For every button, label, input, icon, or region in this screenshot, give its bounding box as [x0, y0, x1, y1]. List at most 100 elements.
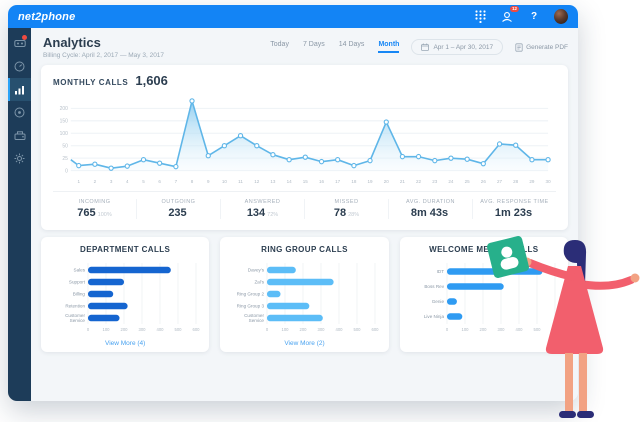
dialpad-icon[interactable]	[473, 10, 487, 24]
sidebar-item-voicemail[interactable]	[8, 32, 31, 55]
svg-text:200: 200	[479, 327, 487, 332]
svg-text:Customer: Customer	[245, 313, 265, 318]
person-leg	[579, 353, 587, 413]
svg-text:Billing: Billing	[73, 292, 86, 297]
date-range-picker[interactable]: Apr 1 – Apr 30, 2017	[411, 39, 504, 55]
page-header-right: Today 7 Days 14 Days Month Apr 1 – Apr 3…	[270, 35, 568, 55]
person-shoe	[577, 411, 594, 418]
svg-text:600: 600	[551, 327, 559, 332]
svg-text:Genie: Genie	[432, 299, 445, 304]
sidebar-item-dashboard[interactable]	[8, 55, 31, 78]
ring-group-calls-card: RING GROUP CALLS 0 100 200 300 400 500 600 Dave…	[220, 237, 389, 352]
svg-text:Customer: Customer	[65, 313, 85, 318]
tab-today[interactable]: Today	[270, 41, 289, 48]
department-view-more-link[interactable]: View More (4)	[104, 340, 146, 347]
svg-text:Zal's: Zal's	[255, 280, 265, 285]
svg-text:200: 200	[60, 106, 68, 112]
department-calls-card: DEPARTMENT CALLS 0 100 200 300 400 500 600 Sale…	[41, 237, 210, 352]
svg-text:17: 17	[335, 179, 340, 184]
welcome-menus-calls-chart: 0 100 200 300 400 500 600 IDT Boss Rev Genie Live …	[405, 259, 563, 337]
topbar-actions: 12 ?	[473, 5, 568, 24]
welcome-menus-calls-card: WELCOME MENUS CALLS 0 100 200 300 400 500 600 I…	[399, 237, 568, 352]
svg-text:Ring Group 3: Ring Group 3	[237, 304, 265, 309]
window-body: Analytics Billing Cycle: April 2, 2017 —…	[8, 28, 578, 401]
stat-answered: ANSWERED 134 72%	[220, 199, 304, 219]
contacts-icon[interactable]: 12	[500, 5, 519, 24]
svg-text:20: 20	[384, 179, 389, 184]
sidebar	[8, 28, 31, 401]
stats-row: INCOMING 765 100% OUTGOING 235 ANSWERED 1…	[53, 192, 556, 228]
svg-text:25: 25	[62, 156, 68, 162]
svg-text:28: 28	[513, 179, 518, 184]
svg-text:10: 10	[222, 179, 227, 184]
svg-text:1: 1	[77, 179, 80, 184]
svg-text:8: 8	[191, 179, 194, 184]
stat-incoming: INCOMING 765 100%	[77, 199, 112, 219]
svg-text:500: 500	[533, 327, 541, 332]
svg-text:200: 200	[300, 327, 308, 332]
svg-text:29: 29	[529, 179, 534, 184]
svg-text:150: 150	[60, 118, 68, 124]
svg-text:IDT: IDT	[436, 269, 444, 274]
tab-month[interactable]: Month	[378, 41, 400, 53]
stat-avg-response-time: AVG. RESPONSE TIME 1m 23s	[472, 199, 556, 219]
svg-text:6: 6	[158, 179, 161, 184]
svg-text:100: 100	[103, 327, 111, 332]
svg-text:0: 0	[87, 327, 90, 332]
svg-text:0: 0	[266, 327, 269, 332]
department-calls-chart: 0 100 200 300 400 500 600 Sales Support Billing Re…	[46, 259, 204, 337]
avatar[interactable]	[554, 9, 568, 24]
sidebar-item-recordings[interactable]	[8, 101, 31, 124]
sidebar-item-phone-system[interactable]	[8, 124, 31, 147]
monthly-calls-card: MONTHLY CALLS 1,606 0 25 50 100 150 200 1 2 3 4 5 6…	[41, 65, 568, 230]
svg-text:Service: Service	[249, 318, 265, 323]
monthly-calls-head: MONTHLY CALLS 1,606	[53, 73, 556, 88]
ring-group-calls-title: RING GROUP CALLS	[261, 245, 348, 254]
stat-outgoing: OUTGOING 235	[136, 199, 220, 219]
billing-cycle: Billing Cycle: April 2, 2017 — May 3, 20…	[43, 52, 165, 59]
ring-group-view-more-link[interactable]: View More (2)	[284, 340, 325, 347]
svg-text:0: 0	[446, 327, 449, 332]
svg-text:11: 11	[238, 179, 243, 184]
bottom-cards-row: DEPARTMENT CALLS 0 100 200 300 400 500 600 Sale…	[41, 237, 568, 352]
svg-text:18: 18	[351, 179, 356, 184]
svg-text:7: 7	[175, 179, 178, 184]
stat-avg-duration: AVG. DURATION 8m 43s	[388, 199, 472, 219]
generate-pdf-button[interactable]: Generate PDF	[515, 42, 568, 52]
ring-group-calls-chart: 0 100 200 300 400 500 600 Davey's Zal's Ring Grou…	[225, 259, 383, 337]
person-shoe	[559, 411, 576, 418]
alert-dot	[22, 35, 27, 40]
divider	[53, 191, 556, 192]
page-header-left: Analytics Billing Cycle: April 2, 2017 —…	[41, 35, 164, 59]
svg-text:Boss Rev: Boss Rev	[424, 284, 444, 289]
date-range-tabs: Today 7 Days 14 Days Month	[270, 41, 400, 53]
svg-text:3: 3	[110, 179, 113, 184]
svg-text:Support: Support	[69, 280, 86, 285]
calendar-icon	[421, 43, 430, 51]
monthly-calls-title: MONTHLY CALLS	[53, 78, 129, 87]
sidebar-item-analytics[interactable]	[8, 78, 31, 101]
svg-text:600: 600	[193, 327, 201, 332]
generate-pdf-label: Generate PDF	[526, 43, 568, 51]
svg-text:600: 600	[372, 327, 380, 332]
help-icon[interactable]: ?	[530, 11, 538, 22]
svg-text:300: 300	[139, 327, 147, 332]
welcome-menus-calls-title: WELCOME MENUS CALLS	[429, 245, 539, 254]
sidebar-item-settings[interactable]	[8, 147, 31, 170]
svg-text:26: 26	[481, 179, 486, 184]
svg-text:400: 400	[336, 327, 344, 332]
page-header: Analytics Billing Cycle: April 2, 2017 —…	[41, 35, 568, 59]
tab-14-days[interactable]: 14 Days	[338, 41, 365, 48]
notification-badge: 12	[509, 5, 519, 12]
svg-text:23: 23	[432, 179, 437, 184]
svg-text:13: 13	[270, 179, 275, 184]
svg-text:14: 14	[287, 179, 292, 184]
svg-text:24: 24	[448, 179, 453, 184]
person-right-hand	[630, 273, 640, 283]
svg-text:9: 9	[207, 179, 210, 184]
tab-7-days[interactable]: 7 Days	[302, 41, 325, 48]
stat-missed: MISSED 78 28%	[304, 199, 388, 219]
svg-text:200: 200	[121, 327, 129, 332]
svg-text:500: 500	[175, 327, 183, 332]
